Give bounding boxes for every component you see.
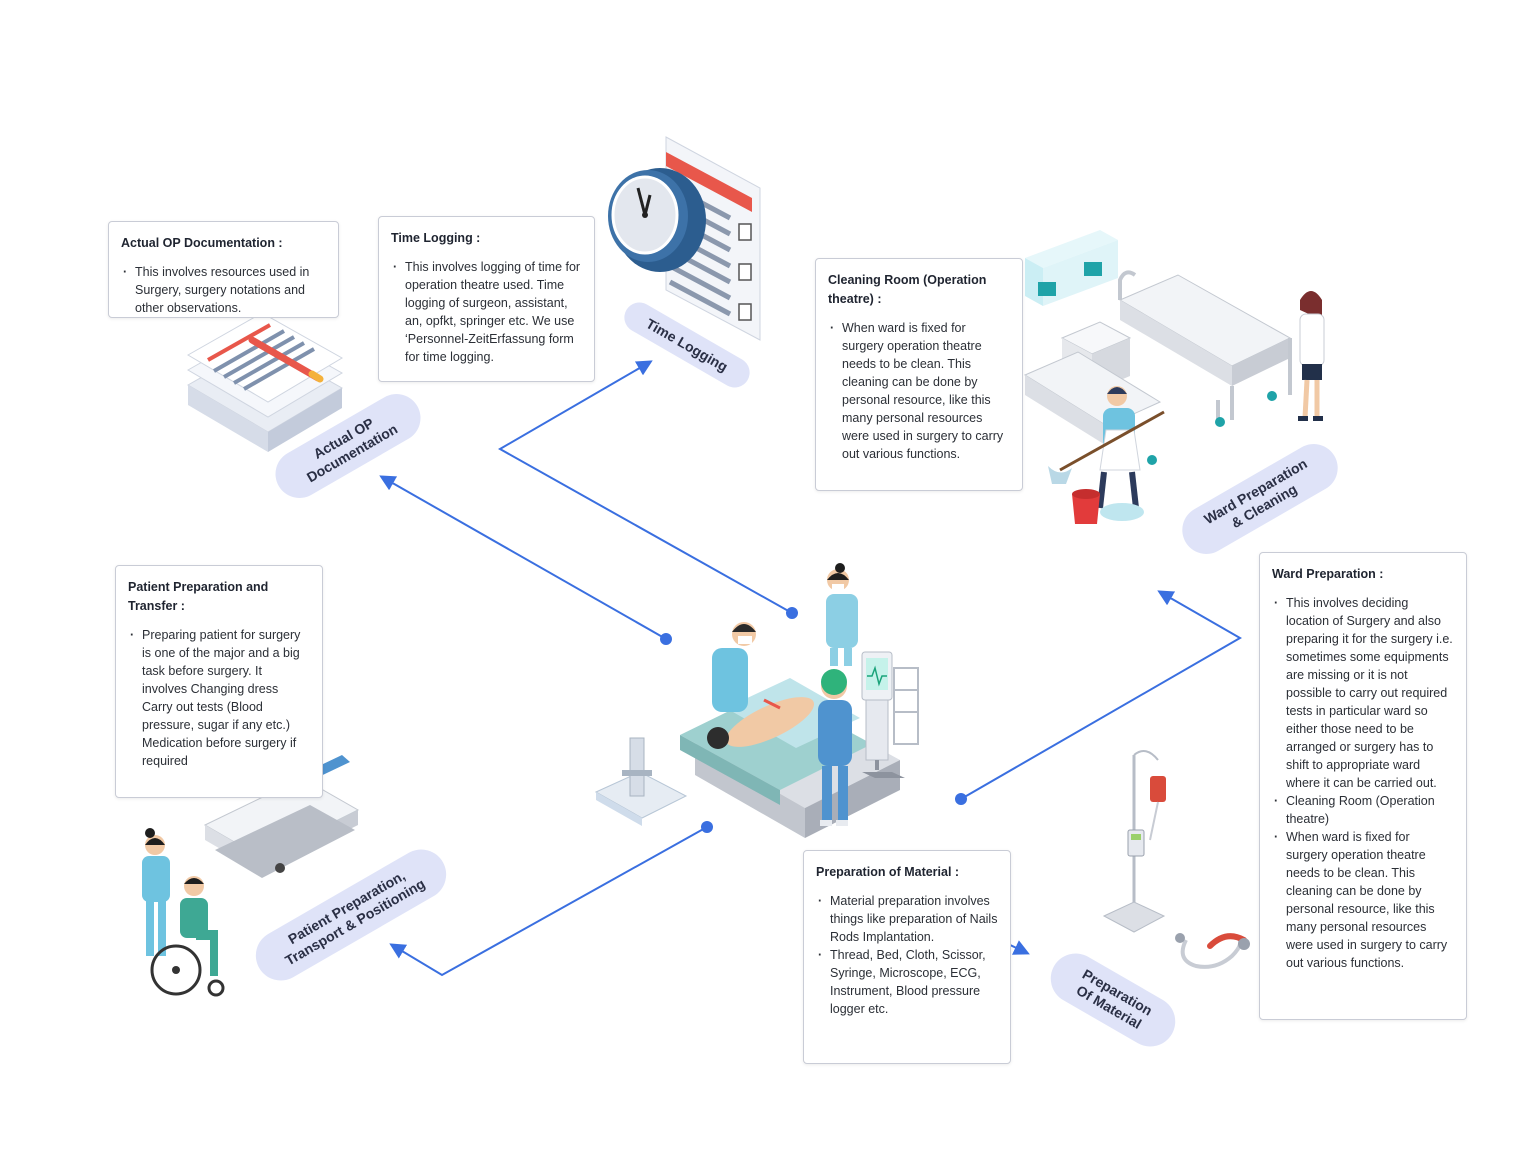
card-title: Cleaning Room (Operation theatre) : [828, 273, 987, 306]
card-bullet-list: This involves resources used in Surgery,… [121, 263, 326, 317]
connector-dot [701, 821, 713, 833]
card-title: Preparation of Material : [816, 865, 960, 879]
card-bullet-list: Material preparation involves things lik… [816, 892, 998, 1018]
card-title: Ward Preparation : [1272, 567, 1384, 581]
card-bullet: This involves logging of time for operat… [393, 258, 582, 366]
card-bullet: This involves resources used in Surgery,… [123, 263, 326, 317]
card-bullet-list: This involves deciding location of Surge… [1272, 594, 1454, 972]
connector-dot [786, 607, 798, 619]
arrow-to-ward-preparation [960, 590, 1243, 800]
time-log-clock-icon [608, 136, 761, 341]
ward-preparation-card: Ward Preparation : This involves decidin… [1259, 552, 1467, 1020]
card-bullet-list: This involves logging of time for operat… [391, 258, 582, 366]
patient-preparation-card: Patient Preparation and Transfer : Prepa… [115, 565, 323, 798]
arrow-to-material [1007, 940, 1030, 955]
card-bullet-list: Preparing patient for surgery is one of … [128, 626, 310, 770]
card-bullet: When ward is fixed for surgery operation… [830, 319, 1010, 463]
card-bullet: When ward is fixed for surgery operation… [1274, 828, 1454, 972]
op-documentation-card: Actual OP Documentation : This involves … [108, 221, 339, 318]
card-bullet: Cleaning Room (Operation theatre) [1274, 792, 1454, 828]
material-illustration [1102, 750, 1250, 969]
time-logging-card: Time Logging : This involves logging of … [378, 216, 595, 382]
card-bullet: Material preparation involves things lik… [818, 892, 998, 946]
card-title: Actual OP Documentation : [121, 236, 283, 250]
surgery-scene-illustration [594, 563, 919, 838]
card-bullet: This involves deciding location of Surge… [1274, 594, 1454, 792]
connector-dot [955, 793, 967, 805]
ward-cleaning-illustration [1023, 230, 1325, 524]
arrow-to-patient-preparation [389, 826, 708, 977]
card-title: Patient Preparation and Transfer : [128, 580, 269, 613]
material-preparation-card: Preparation of Material : Material prepa… [803, 850, 1011, 1064]
documents-stack-icon [187, 312, 343, 452]
card-bullet: Preparing patient for surgery is one of … [130, 626, 310, 770]
cleaning-room-card: Cleaning Room (Operation theatre) : When… [815, 258, 1023, 491]
card-bullet: Thread, Bed, Cloth, Scissor, Syringe, Mi… [818, 946, 998, 1018]
patient-transfer-illustration [142, 755, 360, 997]
connector-dot [660, 633, 672, 645]
connectors [379, 360, 1243, 977]
arrow-to-op-documentation [379, 475, 667, 640]
card-bullet-list: When ward is fixed for surgery operation… [828, 319, 1010, 463]
card-title: Time Logging : [391, 231, 481, 245]
arrow-to-time-logging [497, 360, 793, 614]
connector-dots [660, 607, 967, 833]
